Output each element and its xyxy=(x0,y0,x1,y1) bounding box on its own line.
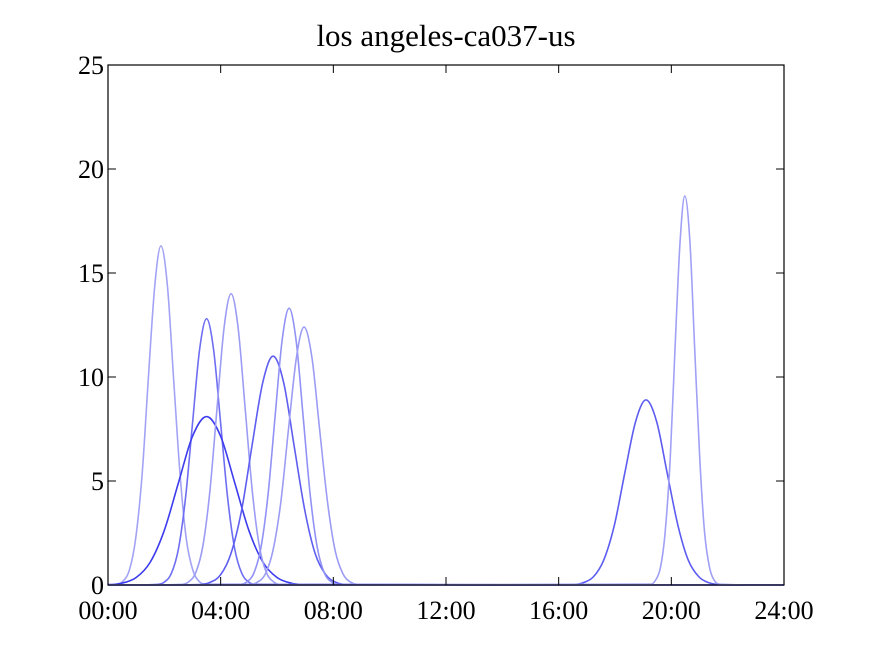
y-tick-label: 0 xyxy=(91,571,104,600)
x-tick-label: 08:00 xyxy=(304,596,363,625)
y-tick-label: 15 xyxy=(78,259,104,288)
x-tick-label: 20:00 xyxy=(642,596,701,625)
y-tick-label: 20 xyxy=(78,155,104,184)
y-tick-label: 10 xyxy=(78,363,104,392)
chart-title: los angeles-ca037-us xyxy=(316,18,575,53)
x-tick-label: 24:00 xyxy=(754,596,813,625)
x-tick-label: 12:00 xyxy=(416,596,475,625)
x-tick-label: 16:00 xyxy=(529,596,588,625)
y-tick-label: 5 xyxy=(91,467,104,496)
series-line xyxy=(107,355,785,586)
series-line xyxy=(107,195,785,586)
series-line xyxy=(107,245,785,586)
y-tick-label: 25 xyxy=(78,51,104,80)
series-line xyxy=(107,292,785,586)
x-tick-label: 00:00 xyxy=(78,596,137,625)
series-line xyxy=(107,326,785,586)
x-tick-label: 04:00 xyxy=(191,596,250,625)
